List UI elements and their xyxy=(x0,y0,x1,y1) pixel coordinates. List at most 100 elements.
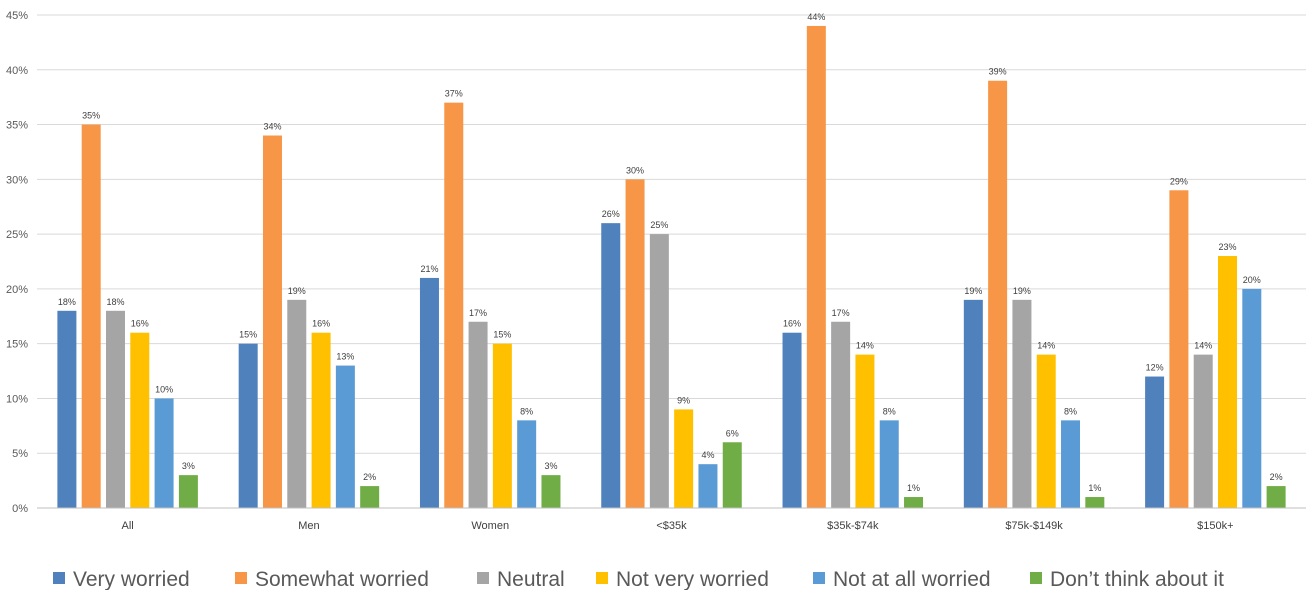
data-label: 8% xyxy=(883,406,896,416)
bar xyxy=(722,442,742,508)
bar xyxy=(879,420,899,508)
legend-item: Not very worried xyxy=(596,568,769,590)
legend-swatch xyxy=(235,572,247,584)
legend-label: Somewhat worried xyxy=(255,568,429,590)
legend-swatch xyxy=(813,572,825,584)
bar xyxy=(601,223,621,508)
data-label: 19% xyxy=(288,286,306,296)
legend-swatch xyxy=(53,572,65,584)
bar xyxy=(57,310,77,508)
bar xyxy=(1085,497,1105,508)
data-label: 14% xyxy=(1194,341,1212,351)
data-label: 18% xyxy=(58,297,76,307)
bar xyxy=(262,135,282,508)
data-label: 10% xyxy=(155,384,173,394)
y-tick-label: 20% xyxy=(6,284,28,296)
bar xyxy=(105,310,125,508)
bar xyxy=(492,343,512,508)
data-label: 17% xyxy=(832,308,850,318)
y-tick-label: 10% xyxy=(6,393,28,405)
data-label: 17% xyxy=(469,308,487,318)
bars xyxy=(57,25,1286,509)
data-label: 16% xyxy=(131,319,149,329)
data-label: 3% xyxy=(544,461,557,471)
data-labels: 18% 35% 18% 16% 10% 3% 15% 34% 19% 16% 13% 2% 21% 37%… xyxy=(58,12,1283,493)
legend-item: Neutral xyxy=(477,568,565,590)
data-label: 13% xyxy=(336,352,354,362)
y-tick-label: 0% xyxy=(12,503,28,515)
data-label: 16% xyxy=(783,319,801,329)
category-label: $35k-$74k xyxy=(827,520,879,532)
data-label: 35% xyxy=(82,111,100,121)
bar xyxy=(1036,354,1056,508)
bar xyxy=(1145,376,1165,508)
legend-swatch xyxy=(1030,572,1042,584)
data-label: 25% xyxy=(650,220,668,230)
bar xyxy=(360,486,380,508)
bar xyxy=(541,475,561,508)
category-label: Women xyxy=(471,520,509,532)
data-label: 23% xyxy=(1218,242,1236,252)
bar xyxy=(1193,354,1213,508)
legend-swatch xyxy=(477,572,489,584)
gridlines xyxy=(37,14,1306,454)
data-label: 16% xyxy=(312,319,330,329)
data-label: 29% xyxy=(1170,176,1188,186)
data-label: 9% xyxy=(677,395,690,405)
data-label: 14% xyxy=(1037,341,1055,351)
bar xyxy=(698,464,718,508)
bar xyxy=(468,321,488,508)
bar xyxy=(419,277,439,508)
bar xyxy=(904,497,924,508)
y-tick-label: 45% xyxy=(6,10,28,22)
data-label: 34% xyxy=(263,122,281,132)
data-label: 1% xyxy=(1088,483,1101,493)
bar xyxy=(238,343,258,508)
legend-item: Don’t think about it xyxy=(1030,568,1224,590)
legend-swatch xyxy=(596,572,608,584)
bar xyxy=(444,102,464,509)
data-label: 4% xyxy=(701,450,714,460)
data-label: 2% xyxy=(363,472,376,482)
category-label: All xyxy=(122,520,134,532)
data-label: 3% xyxy=(182,461,195,471)
data-label: 8% xyxy=(1064,406,1077,416)
data-label: 19% xyxy=(1013,286,1031,296)
legend-item: Very worried xyxy=(53,568,190,590)
y-tick-label: 25% xyxy=(6,229,28,241)
bar xyxy=(81,124,101,509)
y-tick-label: 5% xyxy=(12,448,28,460)
data-label: 8% xyxy=(520,406,533,416)
legend-label: Not at all worried xyxy=(833,568,991,590)
data-label: 30% xyxy=(626,165,644,175)
data-label: 44% xyxy=(807,12,825,22)
bar xyxy=(130,332,150,508)
data-label: 1% xyxy=(907,483,920,493)
legend-label: Don’t think about it xyxy=(1050,568,1224,590)
bar xyxy=(782,332,802,508)
legend: Very worried Somewhat worried Neutral Not v… xyxy=(53,568,1224,590)
y-tick-label: 40% xyxy=(6,65,28,77)
data-label: 20% xyxy=(1243,275,1261,285)
bar xyxy=(625,179,645,509)
bar xyxy=(988,80,1008,508)
bar xyxy=(1012,299,1032,508)
data-label: 37% xyxy=(445,89,463,99)
data-label: 15% xyxy=(493,330,511,340)
bar xyxy=(154,398,174,508)
bar xyxy=(831,321,851,508)
data-label: 12% xyxy=(1146,363,1164,373)
legend-label: Not very worried xyxy=(616,568,769,590)
data-label: 15% xyxy=(239,330,257,340)
data-label: 6% xyxy=(726,428,739,438)
bar xyxy=(517,420,537,508)
bar xyxy=(1218,256,1238,508)
data-label: 19% xyxy=(964,286,982,296)
bar xyxy=(311,332,331,508)
bar xyxy=(649,234,669,508)
bar xyxy=(1169,190,1189,509)
data-label: 21% xyxy=(420,264,438,274)
category-label: <$35k xyxy=(656,520,687,532)
legend-label: Neutral xyxy=(497,568,565,590)
data-label: 18% xyxy=(106,297,124,307)
